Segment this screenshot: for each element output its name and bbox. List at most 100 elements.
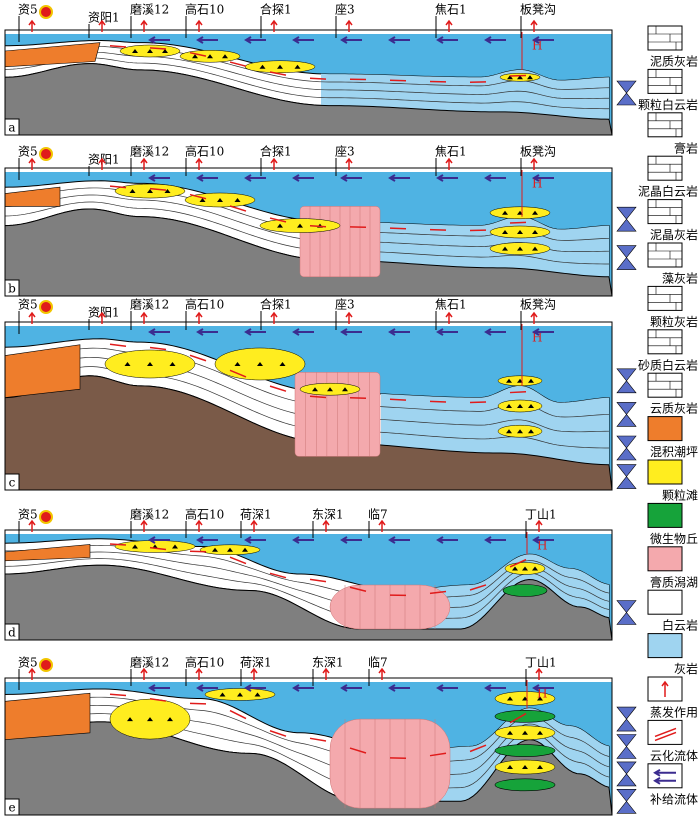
sequence-marker xyxy=(617,601,636,625)
dolomitizing-arrow xyxy=(190,703,206,704)
legend-swatch xyxy=(648,113,682,137)
legend-item: 混积潮坪 xyxy=(648,417,698,460)
panel-letter: e xyxy=(8,801,15,815)
well-label: 座3 xyxy=(335,2,355,17)
well-label: 临7 xyxy=(368,508,388,522)
dolomitizing-arrow xyxy=(390,80,406,81)
legend-label: 膏岩 xyxy=(674,140,698,155)
legend-swatch xyxy=(648,634,682,658)
dolomitizing-arrow xyxy=(470,402,486,403)
well-label: 丁山1 xyxy=(525,508,557,522)
sequence-marker xyxy=(617,789,636,813)
legend-swatch xyxy=(648,26,682,50)
panel-letter: a xyxy=(8,121,15,135)
well-label: 资5 xyxy=(18,145,38,159)
well-label: 磨溪12 xyxy=(130,145,169,159)
panel-letter: d xyxy=(8,626,16,640)
legend-label: 灰岩 xyxy=(674,661,698,676)
sun xyxy=(40,6,52,18)
well-label: 焦石1 xyxy=(435,145,467,159)
legend-label: 云化流体 xyxy=(650,749,698,763)
sequence-marker xyxy=(617,402,636,426)
well-label: 丁山1 xyxy=(525,656,557,670)
legend-item: 灰岩 xyxy=(648,634,698,677)
sun xyxy=(40,659,52,671)
sequence-marker xyxy=(617,207,636,231)
sequence-marker xyxy=(617,246,636,270)
dolomitizing-arrow xyxy=(390,228,406,229)
legend-label: 泥晶灰岩 xyxy=(650,227,698,242)
well-label: 资5 xyxy=(18,3,38,17)
legend-label: 云质灰岩 xyxy=(650,401,698,416)
legend-item: 膏岩 xyxy=(648,113,698,156)
well-label: 资5 xyxy=(18,298,38,312)
well-label: 高石10 xyxy=(185,655,224,670)
well-label: 资5 xyxy=(18,656,38,670)
well-label: 高石10 xyxy=(185,507,224,522)
sequence-marker xyxy=(617,81,636,105)
sequence-marker xyxy=(617,465,636,489)
well-label: 座3 xyxy=(335,297,355,312)
legend-label: 泥质灰岩 xyxy=(650,54,698,69)
well-label: 合探1 xyxy=(260,2,292,17)
legend-swatch xyxy=(648,503,682,527)
microbial-mound xyxy=(495,779,555,791)
legend-item: 藻灰岩 xyxy=(648,243,698,286)
well-label: 磨溪12 xyxy=(130,3,169,17)
legend-label: 混积潮坪 xyxy=(650,444,698,459)
legend-item: 白云岩 xyxy=(648,590,698,633)
dolomitizing-arrow xyxy=(310,78,326,79)
well-label: 资阳1 xyxy=(88,306,120,320)
legend-item: 颗粒灰岩 xyxy=(648,286,698,329)
legend-swatch xyxy=(648,417,682,441)
legend-item: 泥晶白云岩 xyxy=(638,156,698,199)
well-label: 磨溪12 xyxy=(130,508,169,522)
well-label: 磨溪12 xyxy=(130,298,169,312)
legend-item: 颗粒白云岩 xyxy=(638,69,698,112)
microbial-mound xyxy=(495,745,555,757)
legend-label: 藻灰岩 xyxy=(662,271,698,286)
panel-letter: c xyxy=(9,476,16,490)
legend-label: 膏质潟湖 xyxy=(650,574,698,589)
legend-swatch xyxy=(648,69,682,93)
well-label: 高石10 xyxy=(185,297,224,312)
well-label: 板凳沟 xyxy=(520,297,556,312)
legend-item: 云化流体 xyxy=(648,720,698,763)
well-label: 焦石1 xyxy=(435,3,467,17)
tidal-flat xyxy=(5,693,90,739)
legend-swatch xyxy=(648,547,682,571)
legend-item: 蒸发作用 xyxy=(648,677,698,720)
well-label: 磨溪12 xyxy=(130,656,169,670)
legend-swatch xyxy=(648,764,682,788)
dolomitizing-arrow xyxy=(110,544,126,545)
well-label: 东深1 xyxy=(312,508,344,522)
legend-label: 微生物丘 xyxy=(650,532,698,546)
legend-swatch xyxy=(648,373,682,397)
well-label: 焦石1 xyxy=(435,298,467,312)
legend-swatch xyxy=(648,156,682,180)
legend-item: 颗粒滩 xyxy=(648,460,698,503)
legend-label: 泥晶白云岩 xyxy=(638,184,698,199)
well-label: 板凳沟 xyxy=(520,2,556,17)
legend-item: 微生物丘 xyxy=(648,503,698,546)
legend-swatch xyxy=(648,200,682,224)
microbial-mound xyxy=(495,710,555,722)
legend-item: 云质灰岩 xyxy=(648,373,698,416)
dolomitizing-arrow xyxy=(390,399,406,400)
legend-swatch xyxy=(648,243,682,267)
legend-label: 颗粒白云岩 xyxy=(638,97,698,112)
legend-swatch xyxy=(648,460,682,484)
well-label: 座3 xyxy=(335,144,355,159)
microbial-mound xyxy=(503,585,547,597)
legend-label: 砂质白云岩 xyxy=(638,357,698,372)
legend-item: 补给流体 xyxy=(648,764,698,807)
well-label: 高石10 xyxy=(185,2,224,17)
panel-letter: b xyxy=(8,282,16,296)
sequence-marker xyxy=(617,762,636,786)
legend-label: 颗粒滩 xyxy=(662,488,698,503)
legend-swatch xyxy=(648,330,682,354)
legend-label: 蒸发作用 xyxy=(650,705,698,720)
